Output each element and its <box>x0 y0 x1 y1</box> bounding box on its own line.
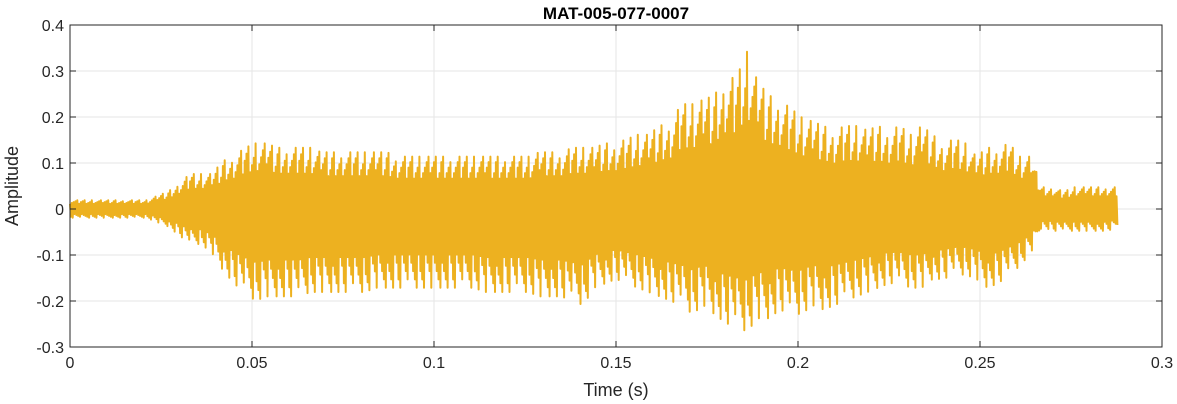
x-tick-label: 0.2 <box>787 355 809 372</box>
y-axis: -0.3 -0.2 -0.1 0 0.1 0.2 0.3 0.4 <box>36 18 1162 357</box>
y-tick-label: -0.1 <box>36 248 64 265</box>
x-axis: 0 0.05 0.1 0.15 0.2 0.25 0.3 <box>66 25 1173 372</box>
y-tick-label: -0.3 <box>36 340 64 357</box>
x-axis-title: Time (s) <box>583 380 648 400</box>
series-layer <box>69 50 1119 332</box>
y-tick-label: 0.3 <box>42 64 64 81</box>
x-tick-label: 0.05 <box>236 355 267 372</box>
chart-title: MAT-005-077-0007 <box>543 4 689 23</box>
y-tick-label: 0.1 <box>42 156 64 173</box>
x-tick-label: 0.3 <box>1151 355 1173 372</box>
x-tick-label: 0.15 <box>600 355 631 372</box>
x-tick-label: 0 <box>66 355 75 372</box>
waveform-line <box>69 50 1119 332</box>
x-tick-label: 0.25 <box>964 355 995 372</box>
x-tick-label: 0.1 <box>423 355 445 372</box>
y-tick-label: 0 <box>55 202 64 219</box>
y-tick-label: 0.2 <box>42 110 64 127</box>
y-tick-label: -0.2 <box>36 294 64 311</box>
y-axis-title: Amplitude <box>2 146 22 226</box>
y-tick-label: 0.4 <box>42 18 64 35</box>
